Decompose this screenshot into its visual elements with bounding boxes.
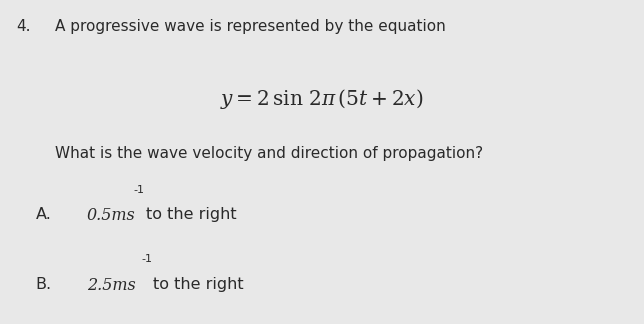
Text: 4.: 4. [16, 19, 31, 34]
Text: 0.5ms: 0.5ms [87, 207, 136, 224]
Text: $y = 2\,\sin\,2\pi\,(5t + 2x)$: $y = 2\,\sin\,2\pi\,(5t + 2x)$ [220, 87, 424, 111]
Text: What is the wave velocity and direction of propagation?: What is the wave velocity and direction … [55, 146, 483, 161]
Text: to the right: to the right [153, 277, 244, 292]
Text: B.: B. [35, 277, 52, 292]
Text: to the right: to the right [146, 207, 236, 222]
Text: A.: A. [35, 207, 52, 222]
Text: A progressive wave is represented by the equation: A progressive wave is represented by the… [55, 19, 446, 34]
Text: 2.5ms: 2.5ms [87, 277, 136, 294]
Text: -1: -1 [142, 254, 153, 264]
Text: -1: -1 [134, 185, 145, 195]
